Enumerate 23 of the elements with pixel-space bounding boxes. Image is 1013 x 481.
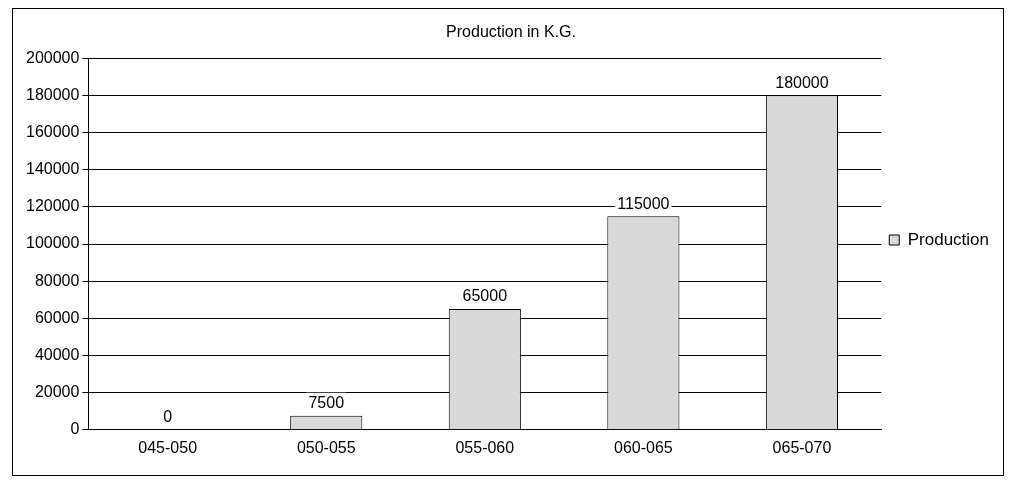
y-tick-label: 60000 — [34, 308, 80, 326]
x-tick-label: 065-070 — [772, 438, 832, 456]
y-tick-label: 100000 — [26, 234, 80, 252]
y-tick-label: 160000 — [26, 122, 80, 140]
y-tick-label: 200000 — [26, 48, 80, 66]
y-tick-label: 0 — [70, 420, 80, 438]
legend-label: Production — [907, 229, 990, 249]
chart-title: Production in K.G. — [446, 23, 576, 41]
y-tick-label: 180000 — [26, 85, 80, 103]
data-label: 7500 — [308, 394, 345, 412]
y-tick-label: 20000 — [34, 383, 80, 401]
y-tick-label: 40000 — [34, 345, 80, 363]
y-tick-label: 120000 — [26, 197, 80, 215]
data-label: 115000 — [617, 194, 670, 212]
y-tick-label: 140000 — [26, 160, 80, 178]
x-tick-label: 060-065 — [614, 438, 673, 456]
data-label: 0 — [163, 408, 173, 426]
data-label: 180000 — [775, 73, 829, 91]
data-label: 65000 — [462, 287, 508, 305]
y-tick-label: 80000 — [34, 271, 80, 289]
x-tick-label: 050-055 — [296, 438, 356, 456]
x-tick-label: 055-060 — [455, 438, 515, 456]
x-tick-label: 045-050 — [138, 438, 198, 456]
